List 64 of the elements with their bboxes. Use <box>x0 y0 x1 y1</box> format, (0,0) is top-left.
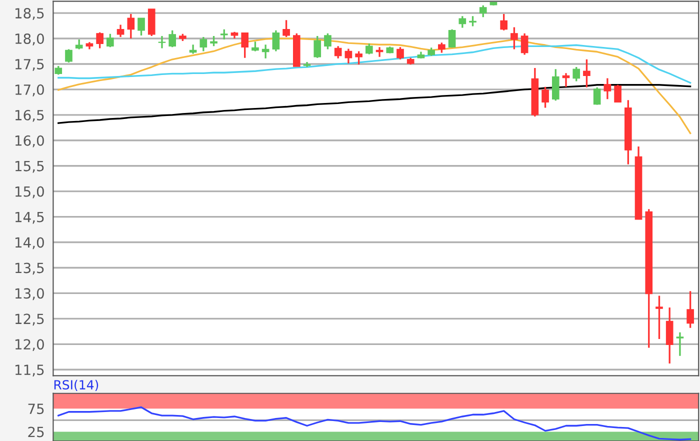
y-tick-label: 14,5 <box>15 212 44 224</box>
candlestick <box>562 72 570 88</box>
candlestick <box>469 15 476 28</box>
y-tick-label: 14,0 <box>15 237 44 250</box>
candlestick <box>676 332 684 357</box>
y-tick-label: 11,5 <box>15 364 44 377</box>
candlestick <box>96 32 104 50</box>
candlestick <box>252 40 259 52</box>
candlestick <box>189 44 197 55</box>
candlestick <box>656 294 663 340</box>
candlestick <box>604 77 612 100</box>
candlestick <box>355 50 362 66</box>
candlestick <box>500 13 508 32</box>
y-tick-label: 13,5 <box>15 262 44 275</box>
candlestick <box>241 32 249 59</box>
candlestick <box>458 15 466 29</box>
y-tick-label: 12,5 <box>15 314 44 326</box>
candlestick <box>552 68 560 102</box>
candlestick <box>127 13 135 40</box>
y-tick-label: 17,0 <box>15 84 44 96</box>
candlestick <box>334 45 342 60</box>
candlestick <box>344 48 352 64</box>
candlestick <box>262 44 270 60</box>
candlestick <box>210 35 218 47</box>
candlestick <box>583 58 590 88</box>
y-tick-label: 16,0 <box>15 135 44 148</box>
y-tick-label: 12,0 <box>15 339 44 352</box>
candlestick <box>272 30 280 52</box>
candlestick <box>396 46 404 60</box>
candlestick <box>593 86 601 106</box>
candlestick <box>448 28 456 49</box>
y-tick-label: 16,5 <box>15 110 44 122</box>
candlestick <box>510 26 518 50</box>
candlestick <box>572 66 580 82</box>
candlestick <box>168 30 176 48</box>
candlestick <box>138 17 145 36</box>
line-series <box>58 406 692 440</box>
candlestick <box>520 32 528 56</box>
y-tick-label: 75 <box>28 404 44 414</box>
y-tick-label: 25 <box>28 426 44 438</box>
y-tick-label: 13,0 <box>15 288 44 300</box>
candlestick <box>479 4 487 18</box>
candlestick <box>614 84 622 104</box>
y-tick-label: 15,0 <box>15 186 44 198</box>
candlestick <box>116 24 124 38</box>
candlestick <box>220 28 228 40</box>
candlestick <box>686 290 694 329</box>
y-tick-label: 18,5 <box>15 8 44 20</box>
candlestick <box>542 86 549 109</box>
candlestick <box>75 38 83 50</box>
y-tick-label: 18,0 <box>15 33 44 46</box>
candlestick <box>106 33 114 48</box>
candlestick <box>200 36 208 52</box>
candlestick <box>158 35 166 50</box>
y-tick-label: 17,5 <box>15 59 44 71</box>
candlestick <box>314 35 322 59</box>
candlestick <box>65 48 72 64</box>
candlestick <box>366 42 373 56</box>
candlestick <box>438 42 446 54</box>
chart-title: RSI(14) <box>54 380 98 391</box>
y-tick-label: 15,5 <box>15 161 44 173</box>
candlestick <box>282 19 290 38</box>
candlestick <box>666 306 674 364</box>
candlestick <box>324 32 332 50</box>
